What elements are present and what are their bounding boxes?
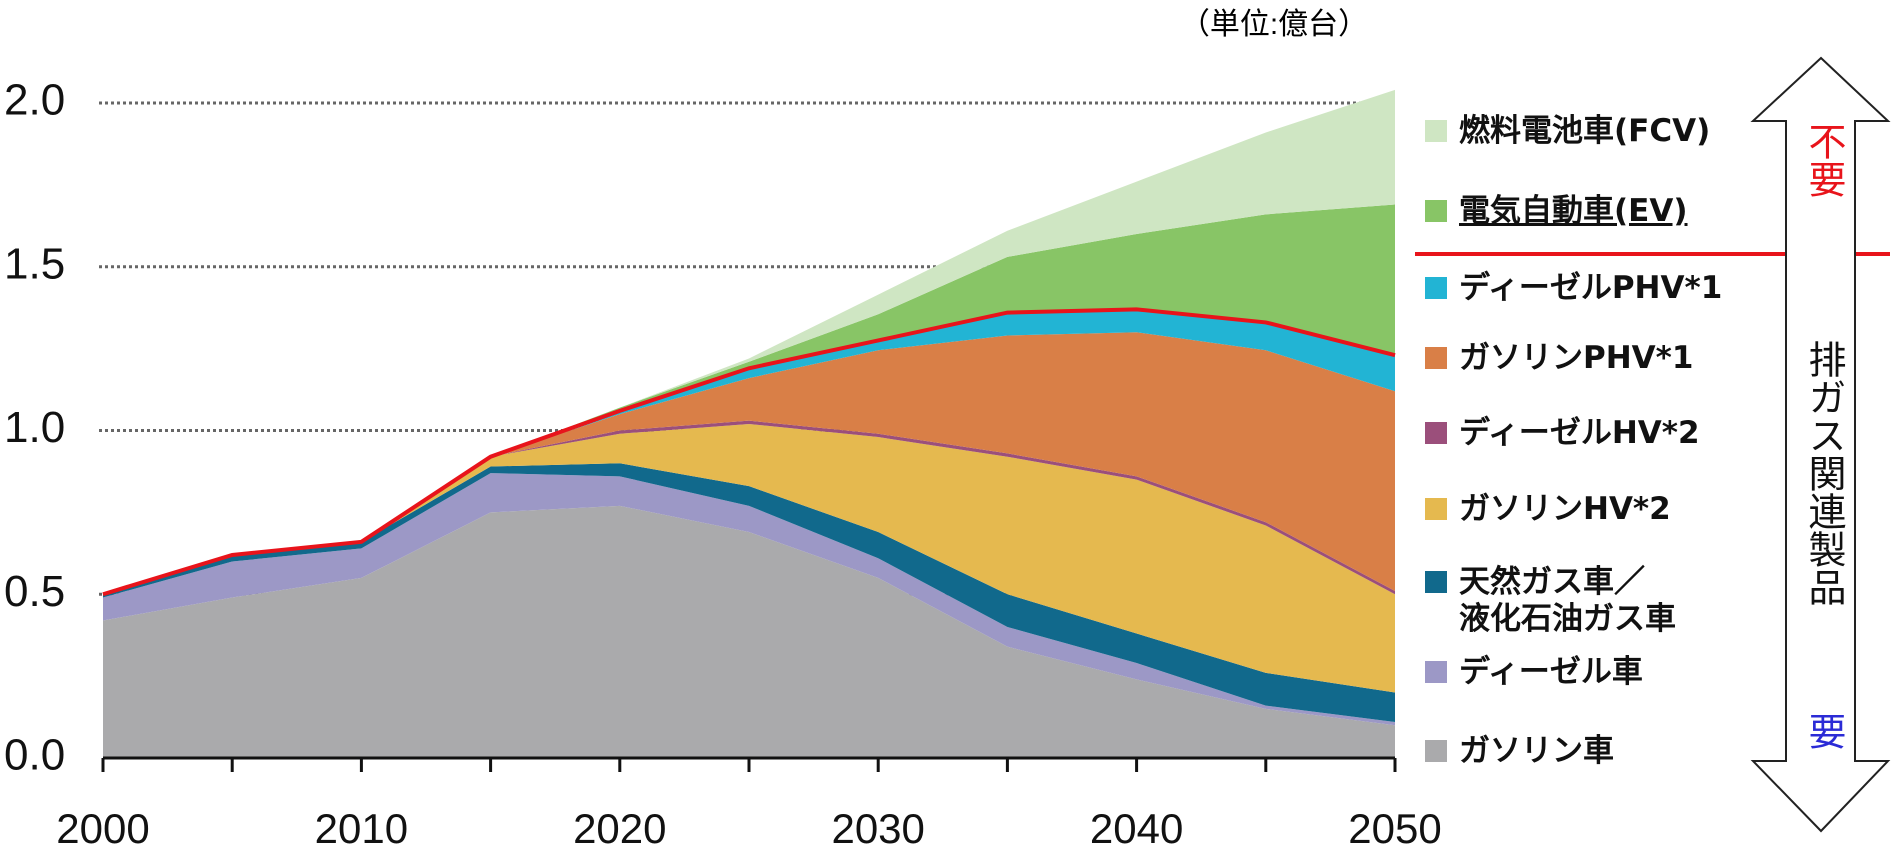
legend-label: ディーゼルHV*2 bbox=[1459, 415, 1700, 451]
legend-item: 燃料電池車(FCV) bbox=[1425, 113, 1710, 150]
legend-label: ディーゼルPHV*1 bbox=[1459, 270, 1723, 306]
legend-item: ディーゼルHV*2 bbox=[1425, 415, 1700, 452]
area bbox=[103, 463, 1395, 722]
related-label: 排ガス関連製品 bbox=[1802, 340, 1846, 606]
legend-item: ガソリンHV*2 bbox=[1425, 491, 1671, 528]
area bbox=[103, 204, 1395, 595]
legend-label: 天然ガス車／ 液化石油ガス車 bbox=[1459, 564, 1676, 637]
legend-label: 電気自動車(EV) bbox=[1459, 193, 1688, 229]
legend-item: 電気自動車(EV) bbox=[1425, 193, 1688, 230]
legend-item: ディーゼルPHV*1 bbox=[1425, 270, 1722, 307]
area bbox=[103, 309, 1395, 595]
area bbox=[103, 505, 1395, 758]
area bbox=[103, 89, 1395, 595]
legend-label: ガソリンHV*2 bbox=[1459, 491, 1671, 527]
x-tick-label: 2010 bbox=[315, 805, 408, 852]
legend-label: ガソリンPHV*1 bbox=[1459, 340, 1694, 376]
y-tick-label: 0.0 bbox=[4, 731, 65, 780]
legend-item: 天然ガス車／ 液化石油ガス車 bbox=[1425, 564, 1676, 638]
x-tick-label: 2020 bbox=[573, 805, 666, 852]
y-tick-label: 2.0 bbox=[4, 76, 65, 125]
legend-swatch bbox=[1425, 740, 1447, 762]
area bbox=[103, 423, 1395, 693]
legend-item: ディーゼル車 bbox=[1425, 654, 1643, 691]
x-tick-label: 2040 bbox=[1090, 805, 1183, 852]
legend-swatch bbox=[1425, 200, 1447, 222]
legend-swatch bbox=[1425, 661, 1447, 683]
area bbox=[103, 332, 1395, 595]
legend-swatch bbox=[1425, 422, 1447, 444]
x-tick-label: 2030 bbox=[831, 805, 924, 852]
legend-label: 燃料電池車(FCV) bbox=[1459, 113, 1711, 149]
y-tick-label: 1.0 bbox=[4, 403, 65, 452]
unneeded-label: 不要 bbox=[1802, 122, 1846, 198]
x-tick-label: 2050 bbox=[1348, 805, 1441, 852]
legend-swatch bbox=[1425, 571, 1447, 593]
legend-item: ガソリンPHV*1 bbox=[1425, 340, 1693, 377]
legend-swatch bbox=[1425, 120, 1447, 142]
legend-swatch bbox=[1425, 498, 1447, 520]
unit-label: （単位:億台） bbox=[1180, 8, 1368, 41]
exhaust-boundary-line bbox=[102, 307, 1396, 597]
legend-swatch bbox=[1425, 277, 1447, 299]
area bbox=[103, 473, 1395, 726]
legend-swatch bbox=[1425, 347, 1447, 369]
double-arrow bbox=[1750, 56, 1891, 833]
needed-label: 要 bbox=[1802, 712, 1846, 750]
legend-item: ガソリン車 bbox=[1425, 733, 1614, 770]
legend-label: ガソリン車 bbox=[1459, 733, 1614, 769]
legend-label: ディーゼル車 bbox=[1459, 654, 1643, 690]
y-tick-label: 0.5 bbox=[4, 567, 65, 616]
y-tick-label: 1.5 bbox=[4, 239, 65, 288]
x-tick-label: 2000 bbox=[56, 805, 149, 852]
